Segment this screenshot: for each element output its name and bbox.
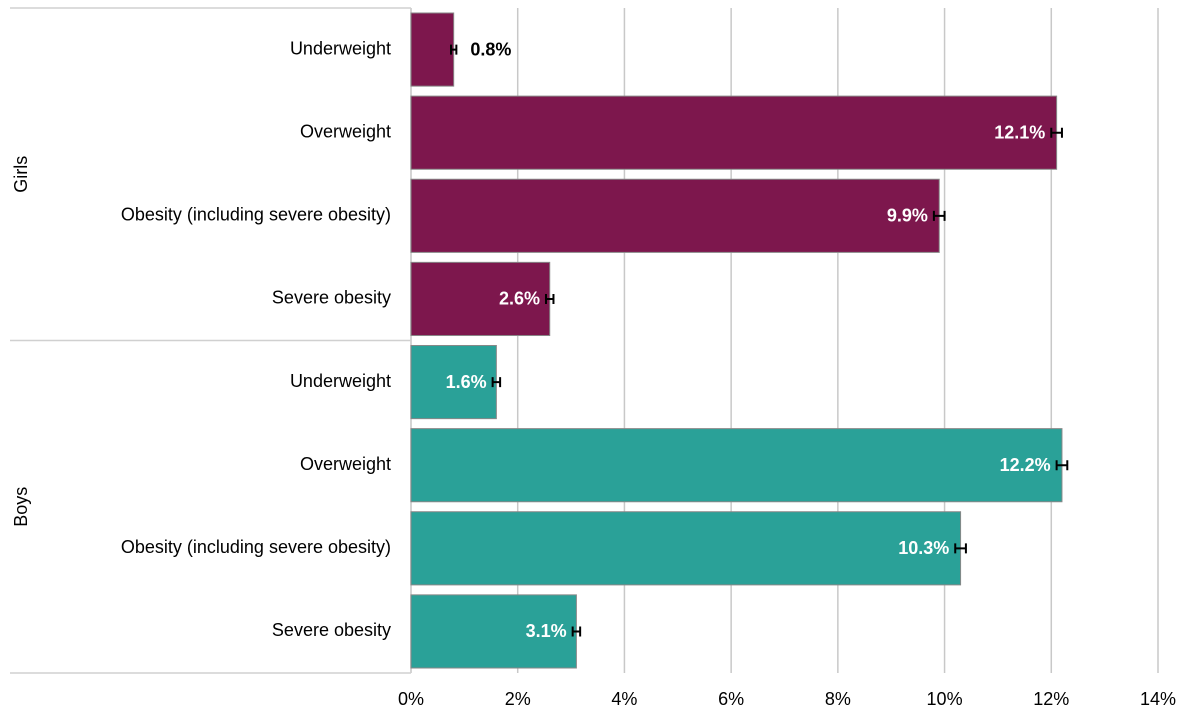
category-label: Underweight [290,38,391,58]
x-tick-label: 2% [505,689,531,709]
category-label: Overweight [300,454,391,474]
bar [410,261,551,337]
value-label: 10.3% [898,538,949,558]
value-label: 12.1% [994,122,1045,142]
bar [410,12,455,87]
bar [410,428,1063,503]
x-tick-label: 14% [1140,689,1176,709]
x-tick-label: 0% [398,689,424,709]
error-bar [932,210,946,221]
category-label: Severe obesity [272,620,391,640]
error-bar [544,293,555,304]
error-bar [1050,127,1063,138]
error-bar [1055,460,1069,471]
category-label: Underweight [290,371,391,391]
bar [410,95,1058,170]
x-tick-label: 6% [718,689,744,709]
value-label: 0.8% [470,39,511,59]
bar [410,178,940,253]
bar [410,344,497,420]
value-label: 9.9% [887,206,928,226]
value-label: 12.2% [1000,455,1051,475]
x-tick-label: 8% [825,689,851,709]
value-label: 2.6% [499,289,540,309]
category-label: Severe obesity [272,288,391,308]
x-tick-label: 4% [611,689,637,709]
bar [410,594,577,669]
value-label: 1.6% [446,372,487,392]
error-bar [450,44,458,55]
error-bar [571,626,582,637]
category-label: Obesity (including severe obesity) [121,205,391,225]
bar [410,511,962,586]
category-label: Overweight [300,121,391,141]
error-bar [954,543,967,554]
category-label: Obesity (including severe obesity) [121,537,391,557]
group-label: Boys [11,487,31,527]
value-label: 3.1% [526,621,567,641]
group-label: Girls [11,156,31,193]
x-tick-label: 12% [1033,689,1069,709]
x-tick-label: 10% [927,689,963,709]
error-bar [491,377,502,388]
